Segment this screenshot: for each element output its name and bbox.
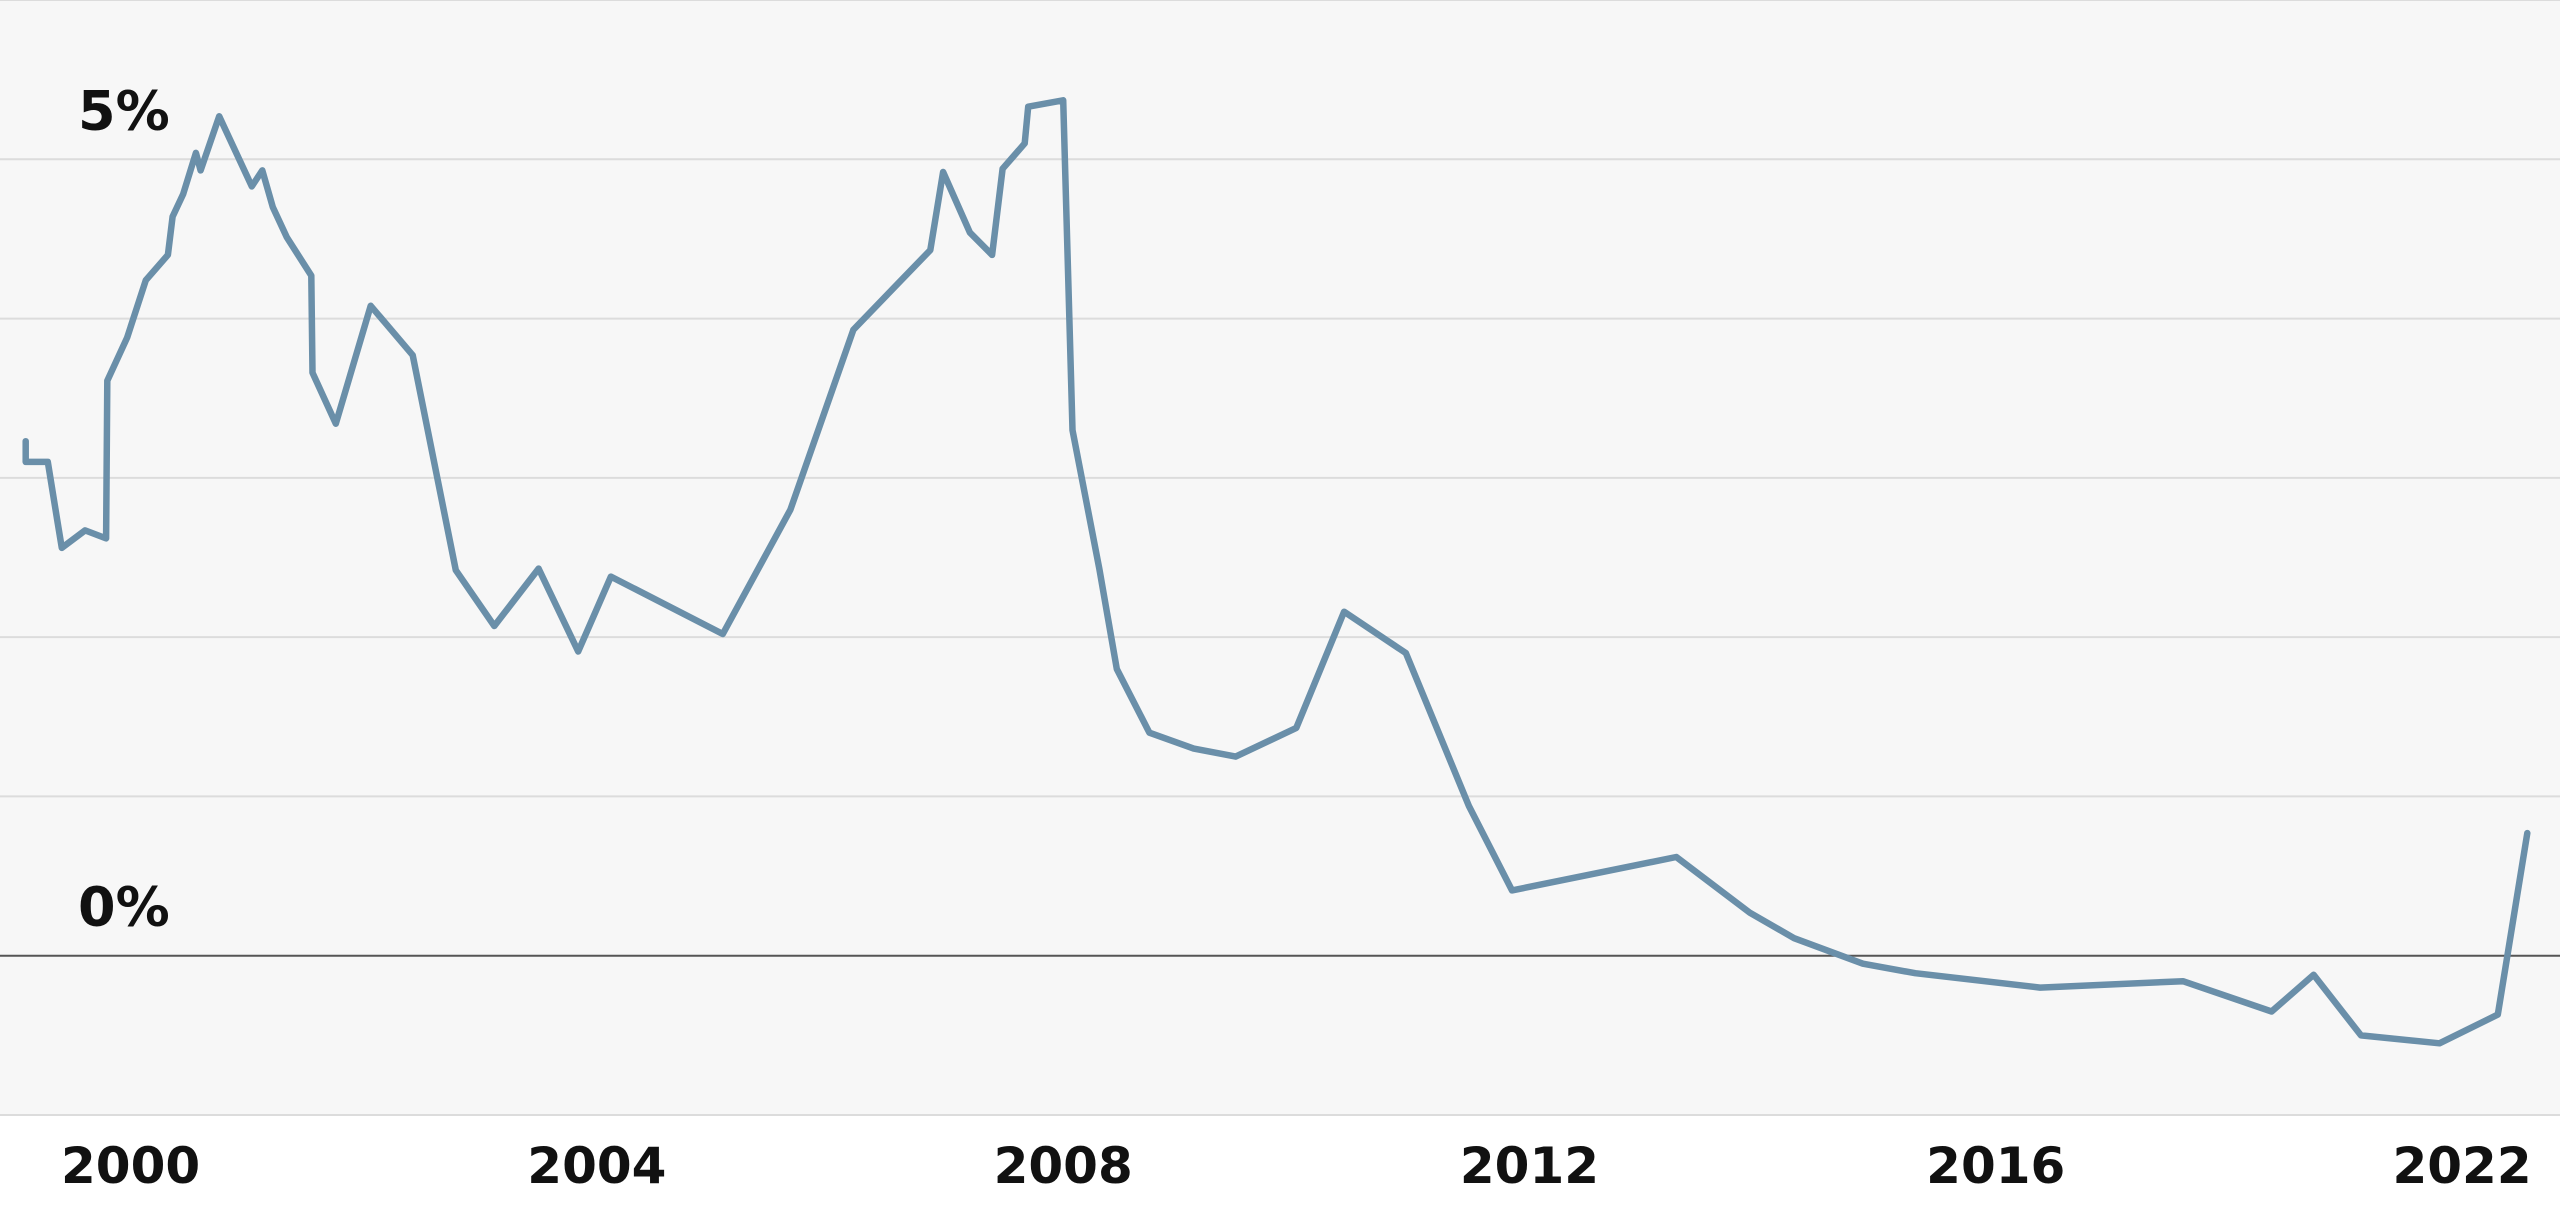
plot-background [0, 0, 2560, 1115]
y-tick-label: 5% [78, 79, 170, 142]
x-tick-label: 2016 [1926, 1137, 2065, 1195]
data-line [22, 97, 2531, 1047]
x-tick-label: 2008 [994, 1137, 1133, 1195]
x-tick-label: 2004 [527, 1137, 666, 1195]
x-tick-label: 2000 [61, 1137, 200, 1195]
y-tick-label: 0% [78, 876, 170, 939]
x-tick-label: 2012 [1460, 1137, 1599, 1195]
x-tick-label: 2022 [2392, 1137, 2531, 1195]
